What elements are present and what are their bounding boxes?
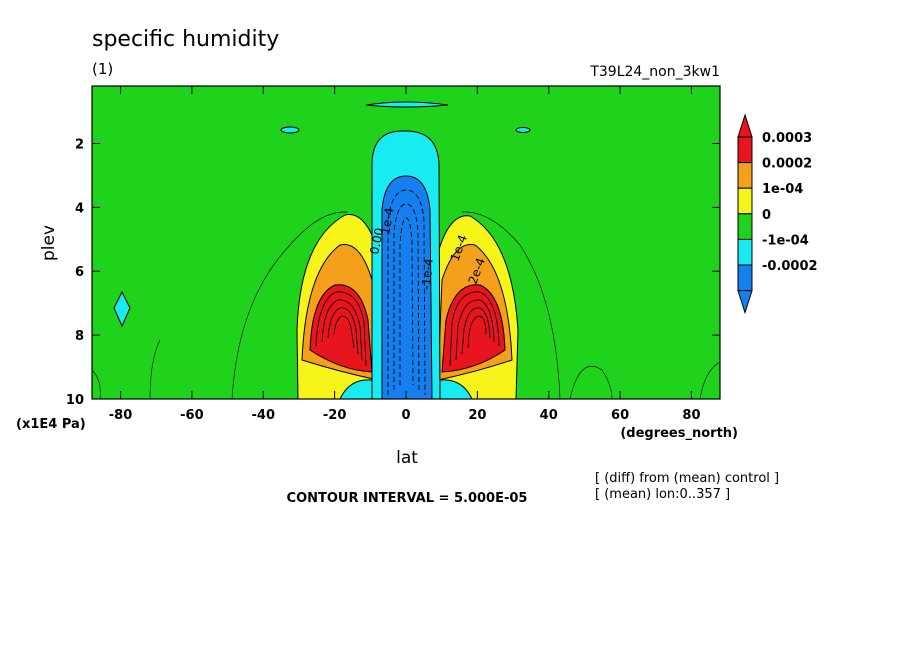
colorbar-under-arrow	[737, 290, 753, 315]
contour-fill-center-blue	[381, 175, 433, 399]
contour-fill-bottom-right-cyan	[439, 379, 473, 399]
x-tick-label-8: 80	[682, 408, 700, 423]
colorbar-swatch-1	[737, 162, 753, 189]
colorbar-swatch-2	[737, 187, 753, 215]
run-label: T39L24_non_3kw1	[589, 64, 720, 80]
x-tick-label-4: 0	[401, 408, 410, 423]
colorbar-label-4: -1e-04	[762, 233, 809, 248]
contour-fill-right-red	[441, 284, 506, 373]
contour-label-1: 0.00	[367, 227, 386, 256]
x-tick-label-0: -80	[109, 408, 133, 423]
contour-fill-left-red	[309, 284, 373, 373]
x-tick-label-7: 60	[611, 408, 629, 423]
contour-lines-center	[387, 189, 426, 396]
colorbar-swatch-4	[737, 238, 753, 266]
contour-fill-left-spot	[280, 126, 300, 134]
contour-lines-left	[315, 291, 367, 367]
contour-interval-text: CONTOUR INTERVAL = 5.000E-05	[287, 491, 528, 506]
x-tick-label-3: -20	[323, 408, 347, 423]
colorbar-swatch-5	[737, 264, 753, 292]
x-tick-label-2: -40	[252, 408, 276, 423]
contour-fill-far-left-diamond	[113, 290, 131, 328]
x-axis: -80 -60 -40 -20 0 20 40 60 80	[109, 86, 701, 423]
colorbar-swatch-0	[737, 136, 753, 164]
y-axis-units: (x1E4 Pa)	[16, 417, 86, 432]
colorbar-label-1: 0.0002	[762, 157, 812, 172]
x-tick-label-1: -60	[180, 408, 204, 423]
y-tick-label-3: 8	[75, 329, 84, 344]
x-tick-label-6: 40	[540, 408, 558, 423]
y-tick-label-2: 6	[75, 265, 84, 280]
contour-lines-right	[449, 291, 500, 367]
y-axis: 2 4 6 8 10	[66, 137, 720, 408]
chart-title: specific humidity	[92, 27, 279, 52]
colorbar-label-2: 1e-04	[762, 182, 803, 197]
y-tick-label-4: 10	[66, 393, 84, 408]
colorbar-label-0: 0.0003	[762, 131, 812, 146]
colorbar-label-3: 0	[762, 208, 771, 223]
note-mean: [ (mean) lon:0..357 ]	[595, 487, 730, 502]
panel-label: (1)	[92, 60, 113, 78]
plot-area: 0.00 1e-4 -1e-4 1e-4 2e-4	[92, 86, 720, 399]
colorbar-swatch-3	[737, 213, 753, 240]
zero-contours	[92, 211, 720, 399]
colorbar-label-5: -0.0002	[762, 259, 818, 274]
note-diff: [ (diff) from (mean) control ]	[595, 471, 779, 486]
y-tick-label-1: 4	[75, 201, 84, 216]
contour-fill-top-cyan-band	[365, 101, 449, 108]
contour-label-2: 1e-4	[378, 207, 396, 236]
x-tick-label-5: 20	[468, 408, 486, 423]
y-tick-label-0: 2	[75, 137, 84, 152]
contour-label-3: -1e-4	[419, 258, 436, 290]
x-axis-label: lat	[396, 448, 418, 468]
colorbar-over-arrow	[737, 113, 753, 138]
x-axis-units: (degrees_north)	[620, 426, 738, 441]
y-axis-label: plev	[39, 225, 59, 261]
contour-fill-bottom-left-cyan	[339, 379, 373, 399]
contour-fill-right-spot	[515, 127, 531, 133]
colorbar: 0.0003 0.0002 1e-04 0 -1e-04 -0.0002	[737, 113, 818, 315]
